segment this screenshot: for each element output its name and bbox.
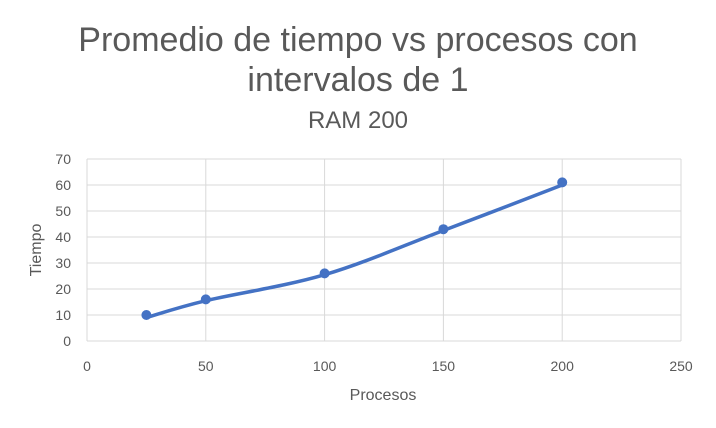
x-tick-label: 200 [551, 358, 575, 374]
y-tick-label: 60 [55, 177, 71, 193]
x-tick-label: 250 [669, 358, 693, 374]
x-tick-label: 50 [198, 358, 214, 374]
data-point [141, 310, 152, 320]
chart-title-line-1: Promedio de tiempo vs procesos con [78, 21, 637, 59]
y-tick-label: 30 [55, 255, 71, 271]
y-tick-label: 20 [55, 281, 71, 297]
data-point [557, 177, 568, 188]
y-tick-label: 40 [55, 229, 71, 245]
x-tick-label: 100 [313, 358, 337, 374]
tick-labels: 0 10 20 30 40 50 60 70 0 50 100 150 200 250 [55, 151, 692, 374]
gridlines [86, 158, 682, 342]
x-axis-title: Procesos [350, 387, 417, 404]
chart-title-line-2: intervalos de 1 [247, 61, 468, 99]
data-point [200, 294, 211, 305]
y-tick-label: 10 [55, 307, 71, 323]
y-tick-label: 70 [55, 151, 71, 167]
x-tick-label: 0 [83, 358, 91, 374]
series-tiempo [141, 177, 568, 320]
chart-subtitle: RAM 200 [308, 107, 408, 134]
x-tick-label: 150 [432, 358, 456, 374]
data-point [319, 268, 330, 279]
y-tick-label: 50 [55, 203, 71, 219]
y-tick-label: 0 [63, 333, 71, 349]
data-point [438, 224, 449, 235]
y-axis-title: Tiempo [28, 224, 45, 277]
